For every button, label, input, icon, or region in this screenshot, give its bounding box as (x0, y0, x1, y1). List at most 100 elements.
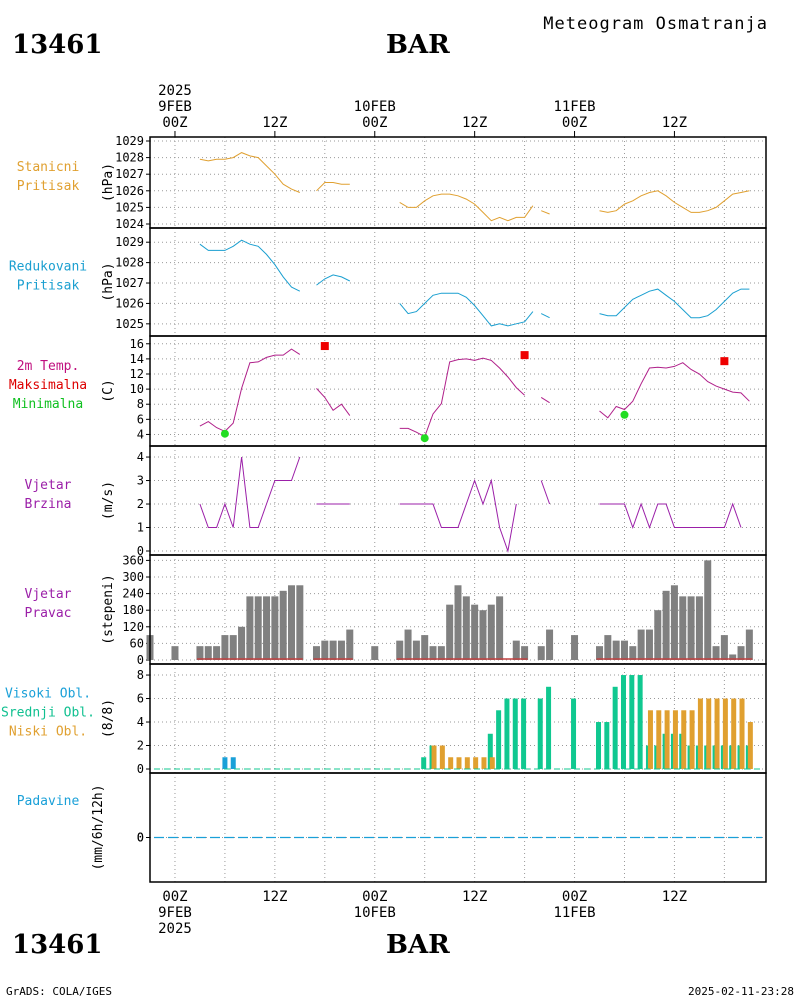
oblacnost-ytick-label: 4 (137, 715, 144, 729)
wind-direction-bar (421, 635, 429, 660)
wind-direction-bar (337, 640, 345, 660)
station-name-top: BAR (386, 30, 450, 60)
cloud-bar (604, 722, 610, 769)
pravac-ytick-label: 0 (137, 653, 144, 667)
wind-direction-bar (737, 646, 745, 660)
cloud-bar (222, 757, 228, 769)
meteogram-title: Meteogram Osmatranja (543, 14, 768, 34)
time-label-bottom: 2025 (158, 921, 192, 937)
footer-left: GrADS: COLA/IGES (6, 985, 112, 998)
cloud-bar (546, 686, 552, 769)
wind-direction-bar (371, 646, 379, 660)
min-temp-marker (420, 434, 429, 443)
wind-direction-bar (429, 646, 437, 660)
cloud-bar (448, 757, 454, 769)
time-label-bottom: 10FEB (354, 905, 396, 921)
wind-direction-bar (238, 626, 246, 660)
stanicni-series-line (599, 190, 750, 213)
time-label-top: 00Z (362, 115, 387, 131)
temperatura-series-line (316, 388, 351, 416)
wind-direction-bar (271, 596, 279, 660)
wind-direction-bar (645, 629, 653, 660)
stanicni-grid (146, 137, 766, 228)
brzina-series-line (199, 456, 301, 528)
brzina-series-line (599, 502, 742, 530)
wind-direction-bar (329, 640, 337, 660)
time-label-bottom: 12Z (462, 889, 487, 905)
stanicni-ytick-label: 1025 (115, 200, 144, 214)
cloud-bar (596, 722, 602, 769)
cloud-bar (747, 722, 753, 769)
cloud-bar (421, 757, 427, 769)
cloud-bar (464, 757, 470, 769)
station-id-top: 13461 (12, 30, 103, 60)
oblacnost-ylabel: (8/8) (101, 699, 116, 738)
stanicni-ytick-label: 1026 (115, 184, 144, 198)
cloud-bar (230, 757, 236, 769)
redukovani-frame (149, 227, 767, 337)
cloud-bar (431, 745, 437, 769)
wind-direction-bar (221, 635, 229, 660)
cloud-bar (722, 698, 728, 769)
cloud-bar (731, 698, 737, 769)
cloud-bar (571, 698, 577, 769)
wind-direction-bar (171, 646, 179, 660)
padavine-ytick-label-0: 0 (137, 831, 144, 845)
max-temp-marker (520, 351, 529, 360)
time-label-top: 9FEB (158, 99, 192, 115)
wind-direction-bar (596, 646, 604, 660)
wind-direction-bar (521, 646, 529, 660)
brzina-series-line (399, 478, 517, 553)
pravac-ytick-label: 300 (122, 570, 144, 584)
pravac-ytick-label: 120 (122, 620, 144, 634)
redukovani-series-line (399, 292, 534, 327)
temperatura-ytick-label: 8 (137, 397, 144, 411)
pravac-ytick-label: 180 (122, 603, 144, 617)
time-label-top: 10FEB (354, 99, 396, 115)
min-temp-marker (620, 410, 629, 419)
brzina-ytick-label: 3 (137, 474, 144, 488)
stanicni-series-line (199, 152, 300, 193)
time-label-bottom: 00Z (162, 889, 187, 905)
cloud-bar (637, 675, 643, 769)
oblacnost-ytick-label: 0 (137, 762, 144, 776)
redukovani-series-line (599, 288, 750, 319)
stanicni-label-1: Pritisak (17, 179, 80, 194)
wind-direction-bar (537, 646, 545, 660)
redukovani-ytick-label: 1027 (115, 276, 144, 290)
brzina-label-1: Brzina (25, 497, 72, 512)
cloud-bar (681, 710, 687, 769)
oblacnost-ytick-label: 6 (137, 692, 144, 706)
stanicni-ytick-label: 1027 (115, 167, 144, 181)
brzina-ytick-label: 4 (137, 450, 144, 464)
padavine-label-0: Padavine (17, 794, 80, 809)
pravac-label-0: Vjetar (25, 587, 72, 602)
cloud-bar (512, 698, 518, 769)
wind-direction-bar (745, 629, 753, 660)
wind-direction-bar (620, 640, 628, 660)
temperatura-series-line (199, 348, 301, 432)
temperatura-label-1: Maksimalna (9, 378, 87, 393)
wind-direction-bar (612, 640, 620, 660)
brzina-ytick-label: 0 (137, 544, 144, 558)
stanicni-ytick-label: 1024 (115, 217, 144, 231)
wind-direction-bar (704, 560, 712, 660)
temperatura-grid (146, 336, 766, 446)
redukovani-ylabel: (hPa) (101, 262, 116, 301)
wind-direction-bar (487, 604, 495, 660)
cloud-bar (473, 757, 479, 769)
min-temp-marker (220, 429, 229, 438)
oblacnost-ytick-label: 8 (137, 668, 144, 682)
cloud-bar (664, 710, 670, 769)
wind-direction-bar (263, 596, 271, 660)
max-temp-marker (320, 342, 329, 351)
cloud-bar (697, 698, 703, 769)
temperatura-ytick-label: 4 (137, 427, 144, 441)
wind-direction-bar (437, 646, 445, 660)
cloud-bar (647, 710, 653, 769)
padavine-frame (149, 772, 767, 883)
wind-direction-bar (512, 640, 520, 660)
wind-direction-bar (196, 646, 204, 660)
redukovani-ytick-label: 1028 (115, 256, 144, 270)
wind-direction-bar (312, 646, 320, 660)
